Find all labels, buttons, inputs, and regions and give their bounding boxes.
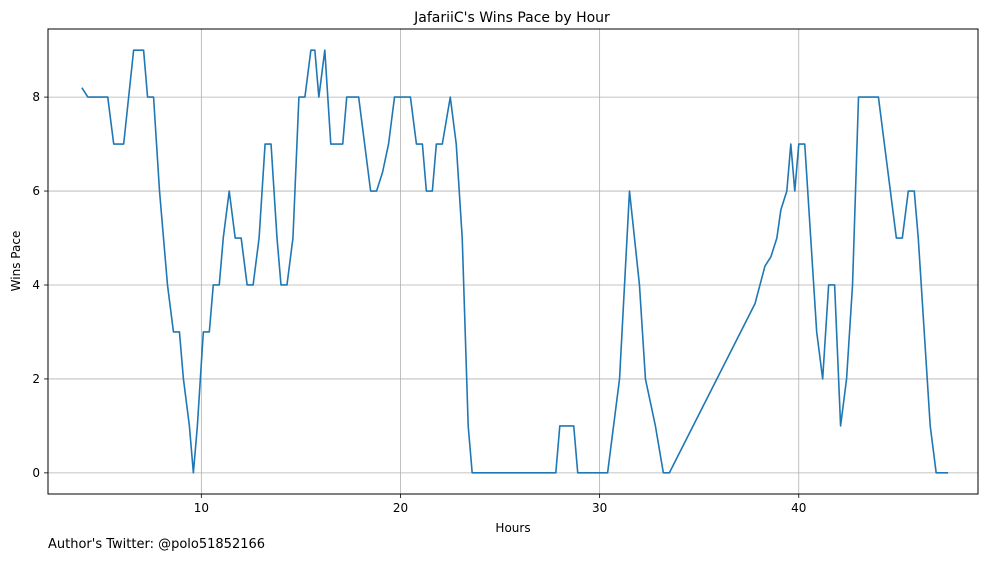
x-tick-label: 10 [194,501,209,515]
x-tick-label: 30 [592,501,607,515]
x-tick-label: 40 [791,501,806,515]
y-tick-label: 6 [32,184,40,198]
author-credit: Author's Twitter: @polo51852166 [48,537,266,552]
chart-title: JafariiC's Wins Pace by Hour [413,10,610,26]
y-tick-label: 2 [32,372,40,386]
x-tick-label: 20 [393,501,408,515]
grid [48,29,978,494]
line-layer [81,49,949,474]
ticks: 10 20 30 40 0 2 4 6 8 [32,90,806,515]
plot-frame [47,28,979,495]
series-line-0 [81,49,949,474]
y-tick-label: 8 [32,90,40,104]
y-tick-label: 0 [32,466,40,480]
y-axis-label: Wins Pace [9,231,23,292]
y-tick-label: 4 [32,278,40,292]
x-axis-label: Hours [495,521,530,535]
